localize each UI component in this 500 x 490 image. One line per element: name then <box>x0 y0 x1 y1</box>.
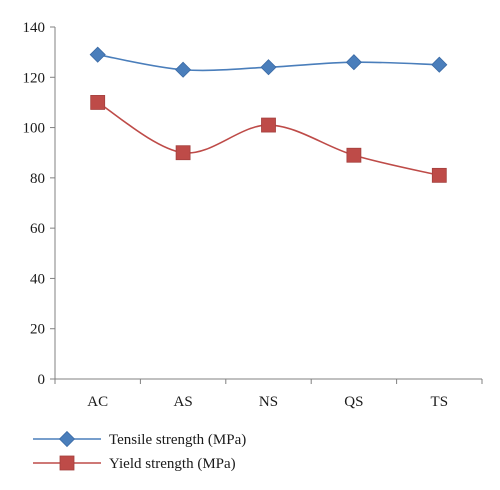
data-point <box>260 59 277 76</box>
data-point <box>431 167 447 183</box>
data-point <box>90 95 106 110</box>
y-tick-label: 0 <box>38 372 46 388</box>
chart-legend: Tensile strength (MPa) Yield strength (MP… <box>33 430 246 472</box>
y-tick-label: 120 <box>23 70 46 86</box>
legend-item: Tensile strength (MPa) <box>33 430 246 448</box>
x-axis-ticks: AC AS NS QS TS <box>54 379 483 410</box>
data-point <box>346 147 362 163</box>
legend-marker <box>59 455 75 471</box>
legend-label: Yield strength (MPa) <box>109 456 236 472</box>
data-point <box>431 56 448 73</box>
y-tick-label: 40 <box>30 271 45 287</box>
y-axis-ticks: 0 20 40 60 80 100 120 140 <box>23 20 55 388</box>
legend-item: Yield strength (MPa) <box>33 455 236 472</box>
series-line <box>97 101 440 177</box>
x-tick-label: AC <box>87 394 108 410</box>
chart-axes <box>54 27 482 380</box>
x-tick-label: AS <box>174 394 193 410</box>
y-tick-label: 60 <box>30 221 45 237</box>
y-tick-label: 80 <box>30 171 45 187</box>
data-point <box>89 46 106 63</box>
y-tick-label: 20 <box>30 322 45 338</box>
y-tick-label: 100 <box>23 121 46 137</box>
series-2 <box>90 95 447 183</box>
legend-marker <box>58 430 76 448</box>
y-tick-label: 140 <box>23 20 46 36</box>
x-tick-label: TS <box>431 394 449 410</box>
legend-label: Tensile strength (MPa) <box>109 432 246 448</box>
data-point <box>175 61 192 78</box>
data-point <box>345 54 362 71</box>
chart-series <box>89 46 448 183</box>
series-1 <box>89 46 448 78</box>
x-tick-label: QS <box>344 394 363 410</box>
data-point <box>261 117 276 133</box>
data-point <box>175 145 191 161</box>
x-tick-label: NS <box>259 394 278 410</box>
